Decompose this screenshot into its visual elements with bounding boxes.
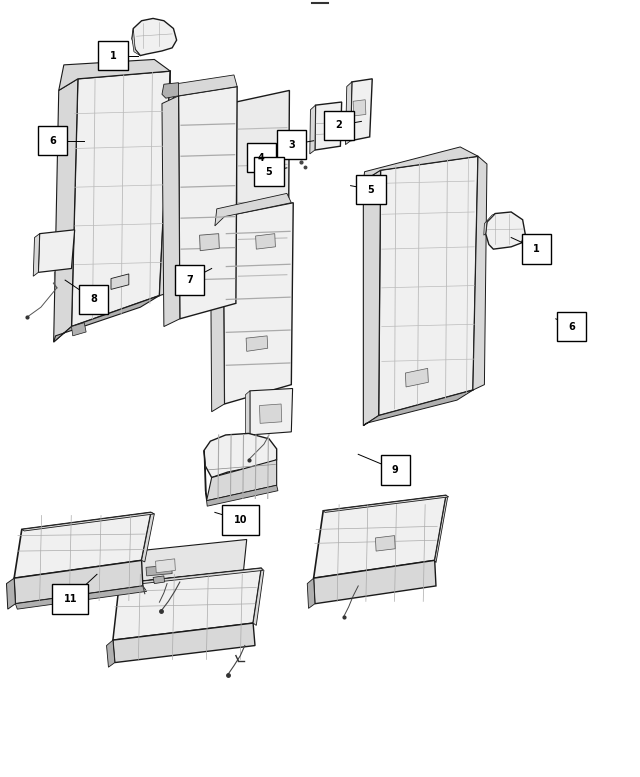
Polygon shape	[111, 274, 129, 289]
Text: 8: 8	[90, 294, 97, 305]
FancyBboxPatch shape	[254, 157, 284, 186]
Polygon shape	[310, 105, 316, 154]
Polygon shape	[364, 170, 381, 426]
Polygon shape	[364, 390, 473, 426]
FancyBboxPatch shape	[222, 505, 259, 535]
FancyBboxPatch shape	[356, 175, 386, 204]
Polygon shape	[346, 82, 352, 145]
Polygon shape	[156, 559, 175, 573]
Polygon shape	[72, 322, 86, 336]
Polygon shape	[106, 640, 115, 667]
Polygon shape	[376, 535, 395, 551]
FancyBboxPatch shape	[557, 312, 586, 341]
Polygon shape	[364, 147, 478, 181]
Text: 6: 6	[49, 136, 56, 146]
Text: 10: 10	[234, 515, 247, 525]
Polygon shape	[223, 203, 293, 404]
Polygon shape	[22, 512, 154, 531]
Polygon shape	[113, 568, 261, 640]
Polygon shape	[54, 78, 78, 342]
FancyBboxPatch shape	[246, 143, 276, 172]
Polygon shape	[484, 214, 495, 235]
Polygon shape	[132, 19, 177, 56]
Polygon shape	[211, 217, 225, 412]
Polygon shape	[173, 75, 237, 96]
Text: 1: 1	[109, 51, 116, 61]
Polygon shape	[162, 96, 180, 326]
Polygon shape	[159, 71, 180, 295]
Polygon shape	[162, 82, 179, 98]
Polygon shape	[253, 568, 264, 625]
Polygon shape	[307, 578, 315, 608]
Polygon shape	[33, 234, 40, 277]
Polygon shape	[14, 512, 151, 578]
Text: 2: 2	[336, 120, 342, 131]
Polygon shape	[353, 99, 366, 116]
Polygon shape	[119, 570, 245, 594]
Polygon shape	[204, 434, 276, 478]
Polygon shape	[132, 29, 140, 56]
Polygon shape	[15, 586, 147, 609]
Polygon shape	[236, 90, 289, 315]
Polygon shape	[200, 234, 220, 251]
Text: 4: 4	[258, 153, 265, 163]
Polygon shape	[486, 212, 525, 249]
Polygon shape	[141, 512, 154, 562]
Polygon shape	[119, 539, 246, 584]
FancyBboxPatch shape	[522, 235, 551, 264]
Polygon shape	[315, 102, 342, 150]
Text: 5: 5	[367, 184, 374, 194]
Polygon shape	[314, 496, 446, 578]
Text: 5: 5	[266, 167, 273, 176]
Text: 6: 6	[568, 322, 575, 332]
Polygon shape	[54, 295, 159, 342]
FancyBboxPatch shape	[99, 41, 127, 70]
FancyBboxPatch shape	[52, 584, 88, 614]
Polygon shape	[179, 86, 237, 319]
Polygon shape	[246, 391, 250, 439]
Text: 9: 9	[392, 465, 399, 475]
FancyBboxPatch shape	[79, 284, 108, 314]
Polygon shape	[59, 60, 170, 90]
Polygon shape	[6, 578, 15, 609]
Text: 7: 7	[186, 275, 193, 285]
Polygon shape	[146, 565, 172, 576]
Polygon shape	[232, 102, 237, 319]
Polygon shape	[323, 496, 449, 512]
Polygon shape	[351, 78, 372, 141]
FancyBboxPatch shape	[38, 126, 67, 155]
Text: 11: 11	[63, 594, 77, 604]
FancyBboxPatch shape	[175, 266, 204, 294]
Text: 1: 1	[533, 244, 540, 254]
Text: 3: 3	[288, 140, 294, 150]
Polygon shape	[246, 336, 268, 351]
Polygon shape	[215, 193, 291, 226]
Polygon shape	[259, 404, 282, 423]
FancyBboxPatch shape	[276, 130, 306, 159]
FancyBboxPatch shape	[324, 110, 354, 140]
Polygon shape	[204, 451, 207, 500]
Polygon shape	[14, 560, 143, 604]
Polygon shape	[435, 496, 447, 563]
Polygon shape	[207, 460, 276, 500]
Polygon shape	[250, 388, 292, 435]
Polygon shape	[38, 230, 75, 273]
Polygon shape	[119, 568, 262, 586]
Polygon shape	[255, 234, 275, 249]
Polygon shape	[379, 156, 478, 416]
Polygon shape	[116, 552, 121, 586]
Polygon shape	[473, 156, 487, 390]
Polygon shape	[405, 368, 428, 387]
FancyBboxPatch shape	[381, 455, 410, 485]
Polygon shape	[72, 71, 170, 326]
Polygon shape	[314, 560, 436, 604]
Polygon shape	[207, 486, 278, 506]
Polygon shape	[153, 576, 164, 584]
Polygon shape	[113, 623, 255, 663]
